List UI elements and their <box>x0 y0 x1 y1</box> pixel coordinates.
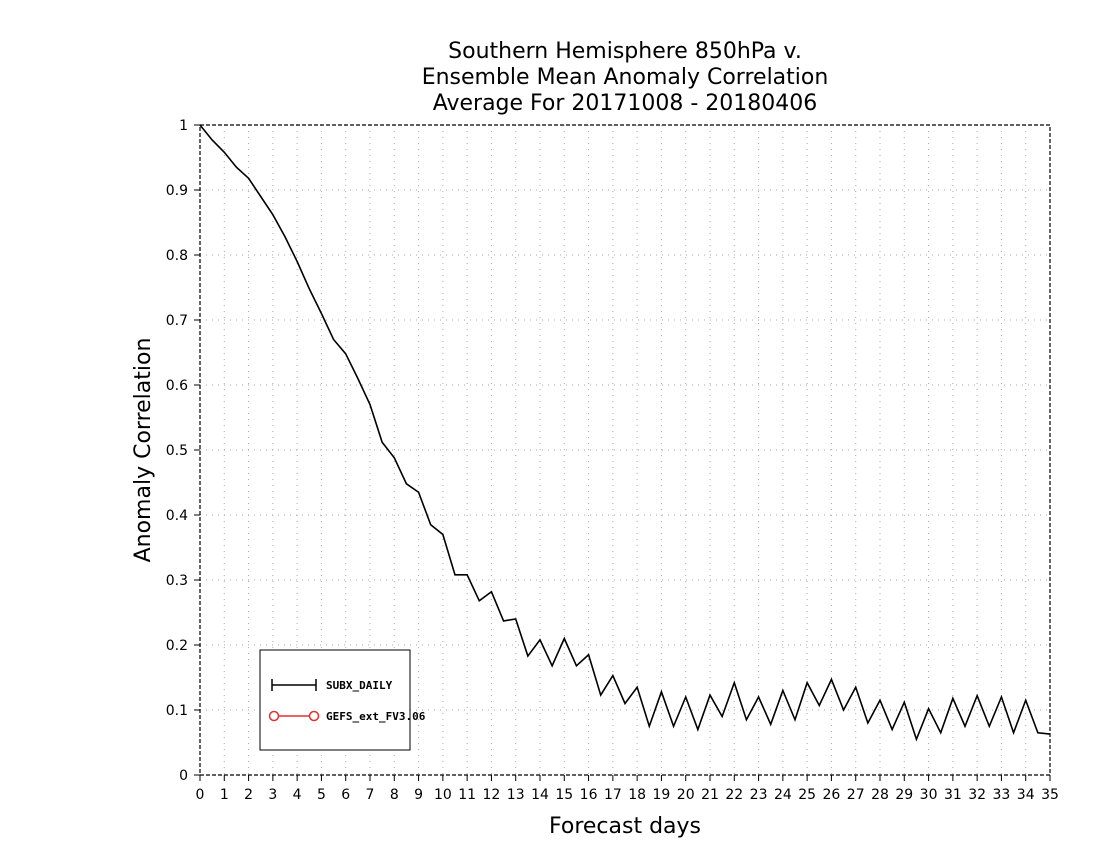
y-tick-label: 0.6 <box>166 378 188 394</box>
x-tick-label: 0 <box>196 787 205 803</box>
grid <box>200 125 1050 775</box>
x-tick-label: 23 <box>750 787 768 803</box>
legend-marker-gefs-right <box>308 710 320 722</box>
y-tick-label: 0.5 <box>166 443 188 459</box>
y-tick-label: 0.8 <box>166 248 188 264</box>
x-tick-label: 28 <box>871 787 889 803</box>
x-axis-label: Forecast days <box>549 814 701 839</box>
x-tick-label: 25 <box>798 787 816 803</box>
x-tick-label: 21 <box>701 787 719 803</box>
x-tick-label: 30 <box>920 787 938 803</box>
x-tick-label: 2 <box>244 787 253 803</box>
legend-item-gefs: GEFS_ext_FV3.06 <box>268 710 426 723</box>
y-axis: 0 0.1 0.2 0.3 0.4 0.5 0.6 0.7 0.8 0.9 1 <box>166 118 200 784</box>
x-tick-label: 19 <box>653 787 671 803</box>
x-tick-label: 9 <box>414 787 423 803</box>
y-tick-label: 0.2 <box>166 638 188 654</box>
x-tick-label: 11 <box>458 787 476 803</box>
x-tick-label: 6 <box>341 787 350 803</box>
y-tick-label: 0 <box>179 768 188 784</box>
x-tick-label: 13 <box>507 787 525 803</box>
legend-label-gefs: GEFS_ext_FV3.06 <box>326 710 426 723</box>
x-tick-label: 29 <box>895 787 913 803</box>
y-tick-label: 0.4 <box>166 508 188 524</box>
x-tick-label: 32 <box>968 787 986 803</box>
legend-label-subx: SUBX_DAILY <box>326 679 393 692</box>
x-tick-label: 14 <box>531 787 549 803</box>
x-tick-label: 34 <box>1017 787 1035 803</box>
y-tick-label: 0.9 <box>166 183 188 199</box>
x-tick-label: 26 <box>823 787 841 803</box>
x-tick-label: 18 <box>628 787 646 803</box>
x-tick-label: 8 <box>390 787 399 803</box>
x-tick-label: 22 <box>725 787 743 803</box>
x-tick-label: 12 <box>483 787 501 803</box>
legend-box <box>259 649 411 751</box>
x-tick-label: 16 <box>580 787 598 803</box>
x-tick-label: 7 <box>366 787 375 803</box>
x-tick-label: 15 <box>555 787 573 803</box>
x-tick-label: 3 <box>268 787 277 803</box>
chart-title-line-3: Average For 20171008 - 20180406 <box>433 91 818 116</box>
legend-item-subx: SUBX_DAILY <box>271 679 393 692</box>
x-axis: 0 1 2 3 4 5 6 7 8 9 10 11 12 13 14 15 16 17 18 19 20 21 22 23 24… <box>196 775 1059 803</box>
x-tick-label: 27 <box>847 787 865 803</box>
x-tick-label: 31 <box>944 787 962 803</box>
y-axis-label: Anomaly Correlation <box>131 338 156 563</box>
y-tick-label: 0.7 <box>166 313 188 329</box>
y-tick-label: 1 <box>179 118 188 134</box>
series-line-0 <box>199 124 1051 742</box>
y-tick-label: 0.3 <box>166 573 188 589</box>
x-tick-label: 33 <box>993 787 1011 803</box>
series-layer <box>199 124 1051 742</box>
legend: SUBX_DAILY GEFS_ext_FV3.06 <box>259 649 426 751</box>
x-tick-label: 1 <box>220 787 229 803</box>
x-tick-label: 5 <box>317 787 326 803</box>
y-tick-label: 0.1 <box>166 703 188 719</box>
x-tick-label: 35 <box>1041 787 1059 803</box>
x-tick-label: 20 <box>677 787 695 803</box>
x-tick-label: 17 <box>604 787 622 803</box>
x-tick-label: 10 <box>434 787 452 803</box>
chart-title-line-1: Southern Hemisphere 850hPa v. <box>448 39 802 64</box>
chart-title-line-2: Ensemble Mean Anomaly Correlation <box>422 65 829 90</box>
legend-marker-gefs-left <box>268 710 280 722</box>
x-tick-label: 24 <box>774 787 792 803</box>
x-tick-label: 4 <box>293 787 302 803</box>
